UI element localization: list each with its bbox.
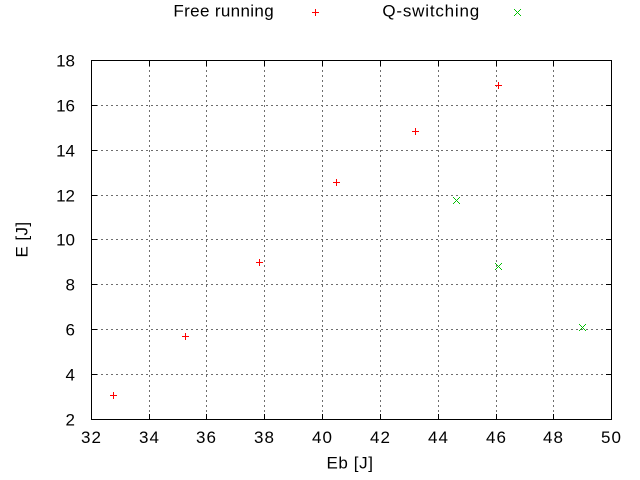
svg-text:50: 50 <box>601 428 622 447</box>
svg-text:46: 46 <box>486 428 507 447</box>
svg-text:36: 36 <box>196 428 217 447</box>
svg-text:42: 42 <box>370 428 391 447</box>
svg-text:16: 16 <box>56 96 75 115</box>
svg-text:18: 18 <box>56 51 75 70</box>
svg-text:14: 14 <box>56 141 75 160</box>
svg-text:2: 2 <box>66 410 75 429</box>
svg-text:8: 8 <box>66 275 75 294</box>
svg-text:Eb [J]: Eb [J] <box>326 454 373 473</box>
svg-text:6: 6 <box>66 320 75 339</box>
svg-text:34: 34 <box>139 428 160 447</box>
svg-text:38: 38 <box>254 428 275 447</box>
svg-text:48: 48 <box>543 428 564 447</box>
svg-text:4: 4 <box>66 365 75 384</box>
svg-text:44: 44 <box>428 428 449 447</box>
svg-text:Free running: Free running <box>173 2 274 21</box>
svg-text:Q-switching: Q-switching <box>382 2 480 21</box>
svg-text:10: 10 <box>56 230 75 249</box>
svg-text:12: 12 <box>56 186 75 205</box>
svg-text:E [J]: E [J] <box>13 221 32 257</box>
svg-text:40: 40 <box>312 428 333 447</box>
svg-text:32: 32 <box>81 428 102 447</box>
